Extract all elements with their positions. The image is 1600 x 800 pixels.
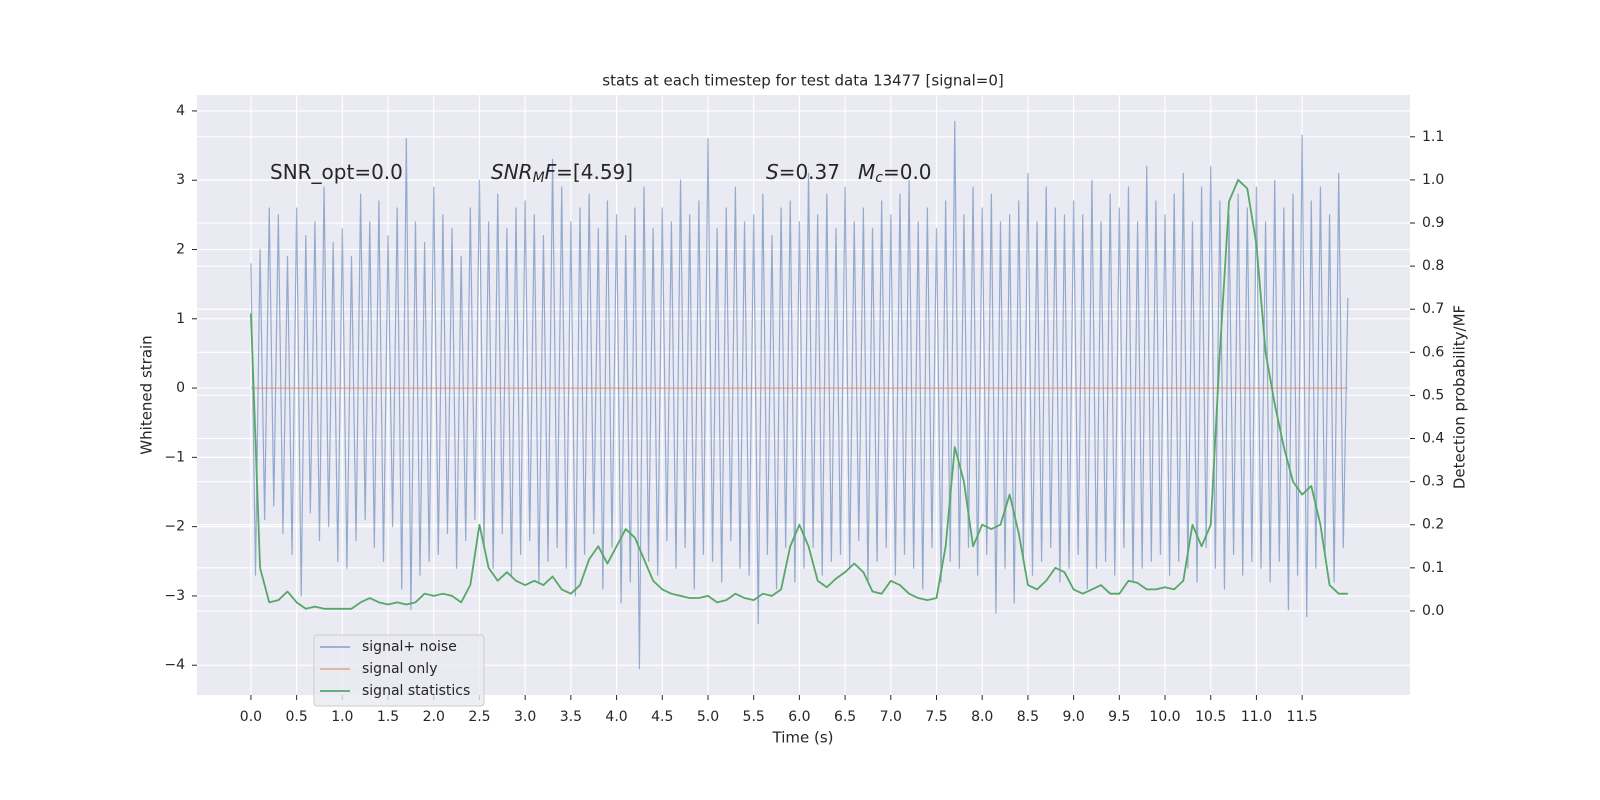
- x-tick-label: 9.5: [1108, 709, 1130, 725]
- y-tick-label: −1: [164, 449, 185, 465]
- y2-tick-label: 0.5: [1422, 387, 1444, 403]
- x-tick-label: 0.0: [240, 709, 262, 725]
- annotation-part: S: [766, 160, 779, 184]
- x-tick-label: 0.5: [286, 709, 308, 725]
- x-axis-label: Time (s): [772, 729, 834, 747]
- y2-tick-label: 0.6: [1422, 344, 1444, 360]
- annotation-part: M: [533, 170, 545, 186]
- x-tick-label: 8.0: [971, 709, 993, 725]
- y2-tick-label: 0.1: [1422, 560, 1444, 576]
- y-tick-label: −4: [164, 657, 185, 673]
- y-tick-label: 4: [176, 103, 185, 119]
- annotation-part: =0.37: [779, 160, 840, 184]
- legend: signal+ noise signal only signal statistic…: [313, 634, 485, 707]
- y-tick-label: 0: [176, 380, 185, 396]
- x-tick-label: 7.5: [925, 709, 947, 725]
- x-tick-label: 11.0: [1241, 709, 1272, 725]
- x-tick-label: 1.0: [331, 709, 353, 725]
- x-tick-label: 3.0: [514, 709, 536, 725]
- series-line: [250, 179, 1348, 610]
- x-tick-label: 8.5: [1017, 709, 1039, 725]
- x-tick-label: 10.0: [1149, 709, 1180, 725]
- x-tick-label: 1.5: [377, 709, 399, 725]
- series-line: [250, 120, 1349, 670]
- y2-tick-label: 0.3: [1422, 474, 1444, 490]
- legend-label: signal only: [362, 661, 437, 677]
- annotation: S=0.37: [766, 160, 840, 184]
- annotation-part: =[4.59]: [556, 160, 633, 184]
- y2-tick-label: 0.0: [1422, 603, 1444, 619]
- y2-tick-label: 0.2: [1422, 517, 1444, 533]
- y-axis-label: Whitened strain: [138, 335, 156, 454]
- x-tick-label: 6.0: [788, 709, 810, 725]
- y2-axis-label: Detection probability/MF: [1451, 305, 1469, 489]
- x-tick-label: 2.5: [468, 709, 490, 725]
- y-tick-label: 2: [176, 242, 185, 258]
- y2-tick-label: 0.4: [1422, 431, 1444, 447]
- y2-tick-label: 0.9: [1422, 215, 1444, 231]
- annotation-part: M: [858, 160, 875, 184]
- annotation: SNR_opt=0.0: [270, 160, 403, 184]
- y-tick-label: −3: [164, 588, 185, 604]
- annotation-part: SNR_opt=0.0: [270, 160, 403, 184]
- x-tick-label: 4.0: [605, 709, 627, 725]
- legend-label: signal+ noise: [362, 639, 457, 655]
- marks: [250, 120, 1349, 670]
- annotation-part: c: [875, 170, 883, 186]
- annotation-part: F: [545, 160, 557, 184]
- annotation-part: =0.0: [883, 160, 932, 184]
- chart-title: stats at each timestep for test data 134…: [602, 72, 1003, 90]
- x-tick-label: 3.5: [560, 709, 582, 725]
- legend-label: signal statistics: [362, 683, 470, 699]
- x-tick-label: 7.0: [880, 709, 902, 725]
- y2-tick-label: 0.7: [1422, 301, 1444, 317]
- x-tick-label: 10.5: [1195, 709, 1226, 725]
- annotation: SNRMF=[4.59]: [491, 160, 633, 187]
- y2-tick-label: 0.8: [1422, 258, 1444, 274]
- annotation-part: SNR: [491, 160, 533, 184]
- x-tick-label: 4.5: [651, 709, 673, 725]
- y-tick-label: −2: [164, 519, 185, 535]
- annotation: Mc=0.0: [858, 160, 932, 187]
- y-tick-label: 1: [176, 311, 185, 327]
- x-tick-label: 5.0: [697, 709, 719, 725]
- x-tick-label: 11.5: [1287, 709, 1318, 725]
- y-tick-label: 3: [176, 172, 185, 188]
- x-tick-label: 2.0: [423, 709, 445, 725]
- y2-tick-label: 1.0: [1422, 172, 1444, 188]
- x-tick-label: 5.5: [743, 709, 765, 725]
- legend-box: [313, 634, 485, 707]
- x-tick-label: 9.0: [1062, 709, 1084, 725]
- x-tick-label: 6.5: [834, 709, 856, 725]
- y2-tick-label: 1.1: [1422, 129, 1444, 145]
